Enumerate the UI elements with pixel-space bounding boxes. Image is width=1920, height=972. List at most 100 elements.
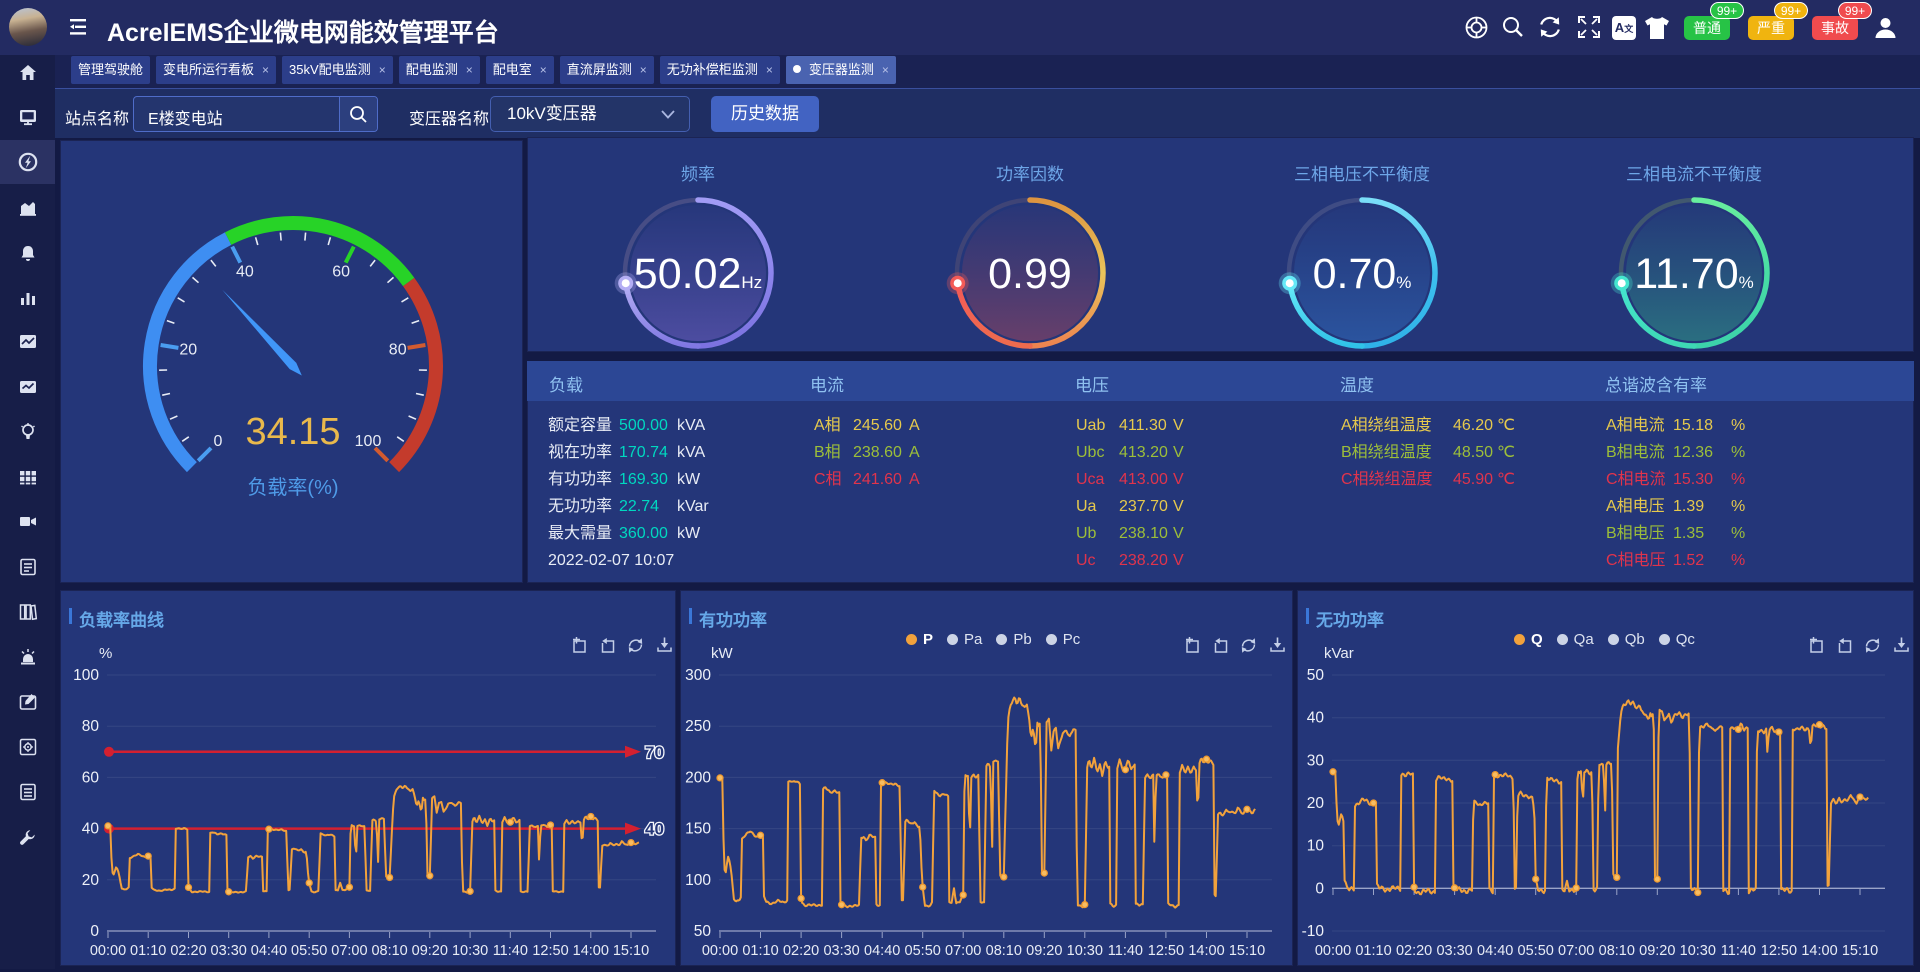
svg-text:1.52: 1.52	[1673, 552, 1704, 569]
svg-text:30: 30	[1307, 752, 1325, 769]
svg-text:07:00: 07:00	[331, 943, 367, 959]
svg-text:A: A	[909, 444, 920, 461]
svg-text:03:30: 03:30	[211, 943, 247, 959]
svg-text:08:10: 08:10	[371, 943, 407, 959]
svg-text:12:50: 12:50	[532, 943, 568, 959]
svg-text:40: 40	[236, 264, 254, 281]
svg-text:08:10: 08:10	[1599, 943, 1635, 959]
svg-text:C相绕组温度: C相绕组温度	[1341, 470, 1433, 488]
svg-text:05:50: 05:50	[905, 943, 941, 959]
svg-text:03:30: 03:30	[823, 943, 859, 959]
svg-text:10:30: 10:30	[1680, 943, 1716, 959]
svg-text:46.20: 46.20	[1453, 417, 1493, 434]
svg-text:V: V	[1173, 525, 1184, 542]
svg-text:%: %	[1731, 417, 1745, 434]
svg-text:%: %	[1731, 552, 1745, 569]
svg-text:A: A	[909, 417, 920, 434]
svg-text:℃: ℃	[1497, 444, 1515, 461]
svg-text:A: A	[909, 471, 920, 488]
svg-text:169.30: 169.30	[619, 471, 668, 488]
svg-text:20: 20	[1307, 795, 1325, 812]
svg-text:1.39: 1.39	[1673, 498, 1704, 515]
svg-text:A相绕组温度: A相绕组温度	[1341, 416, 1432, 434]
svg-text:B相绕组温度: B相绕组温度	[1341, 443, 1432, 461]
svg-text:50: 50	[1307, 667, 1325, 684]
svg-text:150: 150	[685, 821, 711, 838]
svg-text:40: 40	[82, 821, 100, 838]
svg-text:11.70%: 11.70%	[1634, 250, 1754, 298]
svg-text:20: 20	[179, 341, 197, 358]
svg-text:1.35: 1.35	[1673, 525, 1704, 542]
svg-text:45.90: 45.90	[1453, 471, 1493, 488]
svg-text:15.18: 15.18	[1673, 417, 1713, 434]
svg-text:170.74: 170.74	[619, 444, 668, 461]
svg-text:100: 100	[685, 872, 711, 889]
svg-text:无功功率: 无功功率	[548, 497, 612, 515]
svg-text:12.36: 12.36	[1673, 444, 1713, 461]
svg-text:300: 300	[685, 667, 711, 684]
svg-text:02:20: 02:20	[783, 943, 819, 959]
svg-text:413.20: 413.20	[1119, 444, 1168, 461]
svg-text:B相电流: B相电流	[1606, 443, 1665, 461]
svg-text:14:00: 14:00	[1801, 943, 1837, 959]
svg-text:80: 80	[82, 718, 100, 735]
svg-text:V: V	[1173, 498, 1184, 515]
svg-text:20: 20	[82, 872, 100, 889]
svg-text:238.10: 238.10	[1119, 525, 1168, 542]
svg-text:02:20: 02:20	[1396, 943, 1432, 959]
svg-text:kVar: kVar	[1324, 645, 1354, 662]
svg-text:C相电流: C相电流	[1606, 470, 1666, 488]
svg-text:-10: -10	[1302, 923, 1325, 940]
svg-text:B相电压: B相电压	[1606, 524, 1665, 542]
svg-text:kVA: kVA	[677, 444, 705, 461]
svg-text:09:20: 09:20	[1639, 943, 1675, 959]
svg-text:Uca: Uca	[1076, 471, 1105, 488]
svg-text:360.00: 360.00	[619, 525, 668, 542]
svg-text:Ua: Ua	[1076, 498, 1097, 515]
svg-text:411.30: 411.30	[1119, 417, 1167, 434]
svg-text:80: 80	[389, 341, 407, 358]
svg-text:kW: kW	[677, 525, 701, 542]
svg-text:00:00: 00:00	[702, 943, 738, 959]
svg-text:40: 40	[645, 820, 664, 839]
svg-text:%: %	[1731, 525, 1745, 542]
svg-text:Uc: Uc	[1076, 552, 1096, 569]
svg-text:B相: B相	[814, 443, 841, 461]
svg-text:15.30: 15.30	[1673, 471, 1713, 488]
svg-text:0: 0	[90, 923, 99, 940]
svg-text:A相电流: A相电流	[1606, 416, 1665, 434]
svg-text:01:10: 01:10	[130, 943, 166, 959]
svg-text:01:10: 01:10	[742, 943, 778, 959]
svg-text:额定容量: 额定容量	[548, 416, 612, 434]
svg-text:11:40: 11:40	[1108, 943, 1143, 959]
svg-text:05:50: 05:50	[1518, 943, 1554, 959]
svg-text:功率因数: 功率因数	[996, 165, 1064, 184]
svg-text:02:20: 02:20	[170, 943, 206, 959]
svg-text:%: %	[1731, 471, 1745, 488]
svg-text:238.60: 238.60	[853, 444, 902, 461]
svg-text:V: V	[1173, 417, 1184, 434]
svg-text:视在功率: 视在功率	[548, 443, 612, 461]
svg-text:C相电压: C相电压	[1606, 551, 1666, 569]
svg-text:10:30: 10:30	[1067, 943, 1103, 959]
svg-text:04:40: 04:40	[1477, 943, 1513, 959]
svg-text:15:10: 15:10	[1229, 943, 1265, 959]
svg-text:22.74: 22.74	[619, 498, 659, 515]
svg-text:50: 50	[694, 923, 712, 940]
svg-text:100: 100	[73, 667, 99, 684]
svg-text:A相电压: A相电压	[1606, 497, 1665, 515]
svg-text:%: %	[99, 645, 112, 662]
svg-text:V: V	[1173, 552, 1184, 569]
svg-text:250: 250	[685, 718, 711, 735]
svg-text:00:00: 00:00	[90, 943, 126, 959]
svg-text:238.20: 238.20	[1119, 552, 1168, 569]
svg-text:有功功率: 有功功率	[548, 470, 612, 488]
svg-text:70: 70	[645, 743, 664, 762]
svg-text:Ub: Ub	[1076, 525, 1097, 542]
svg-text:34.15: 34.15	[245, 411, 340, 453]
svg-text:07:00: 07:00	[1558, 943, 1594, 959]
svg-text:0: 0	[1315, 880, 1324, 897]
svg-text:09:20: 09:20	[1026, 943, 1062, 959]
svg-text:08:10: 08:10	[986, 943, 1022, 959]
svg-text:01:10: 01:10	[1355, 943, 1391, 959]
